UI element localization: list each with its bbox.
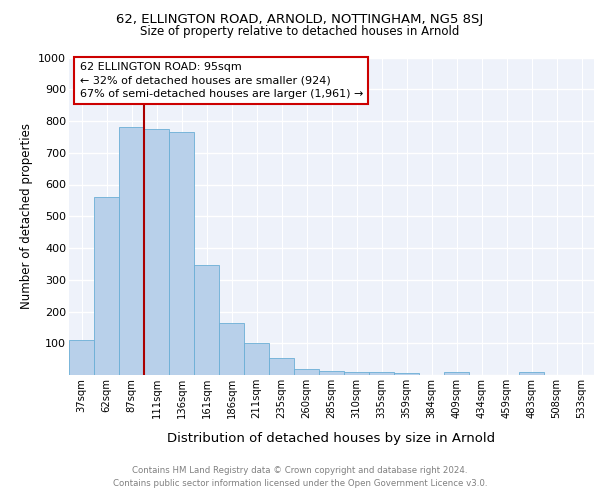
Bar: [369, 372, 394, 375]
Bar: [94, 197, 119, 375]
X-axis label: Distribution of detached houses by size in Arnold: Distribution of detached houses by size …: [167, 432, 496, 445]
Text: Size of property relative to detached houses in Arnold: Size of property relative to detached ho…: [140, 25, 460, 38]
Bar: [194, 266, 219, 375]
Bar: [519, 372, 544, 375]
Bar: [119, 128, 144, 375]
Text: 62 ELLINGTON ROAD: 95sqm
← 32% of detached houses are smaller (924)
67% of semi-: 62 ELLINGTON ROAD: 95sqm ← 32% of detach…: [79, 62, 363, 98]
Bar: [219, 322, 244, 375]
Text: Contains HM Land Registry data © Crown copyright and database right 2024.
Contai: Contains HM Land Registry data © Crown c…: [113, 466, 487, 487]
Bar: [344, 372, 369, 375]
Bar: [294, 368, 319, 375]
Text: 62, ELLINGTON ROAD, ARNOLD, NOTTINGHAM, NG5 8SJ: 62, ELLINGTON ROAD, ARNOLD, NOTTINGHAM, …: [116, 12, 484, 26]
Bar: [169, 132, 194, 375]
Y-axis label: Number of detached properties: Number of detached properties: [20, 123, 32, 309]
Bar: [394, 373, 419, 375]
Bar: [444, 372, 469, 375]
Bar: [244, 343, 269, 375]
Bar: [269, 358, 294, 375]
Bar: [144, 129, 169, 375]
Bar: [69, 340, 94, 375]
Bar: [319, 371, 344, 375]
